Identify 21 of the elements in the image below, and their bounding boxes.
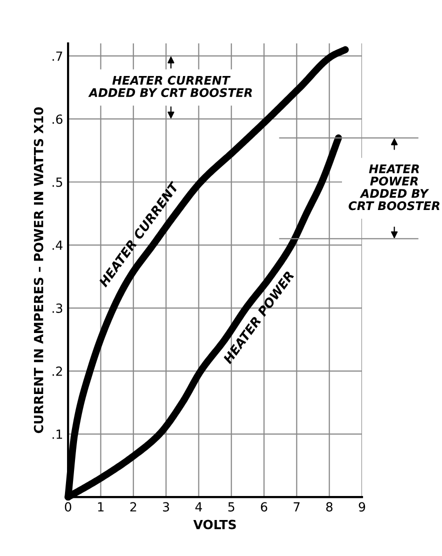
y-tick-label: .3 xyxy=(52,303,62,313)
x-tick-label: 7 xyxy=(294,502,300,512)
x-axis-title: VOLTS xyxy=(193,520,236,530)
y-tick-label: .7 xyxy=(52,52,62,61)
x-tick-label: 5 xyxy=(228,502,234,512)
x-tick-label: 4 xyxy=(195,502,202,512)
y-tick-label: .2 xyxy=(52,366,62,376)
x-tick-label: 2 xyxy=(130,502,136,512)
y-tick-label: .6 xyxy=(52,114,62,124)
annotation: HEATER CURRENT ADDED BY CRT BOOSTER xyxy=(88,76,252,98)
y-tick-label: .5 xyxy=(52,178,62,187)
x-tick-label: 6 xyxy=(260,502,268,512)
x-tick-label: 3 xyxy=(163,502,170,512)
y-axis-title: CURRENT IN AMPERES – POWER IN WATTS X10 xyxy=(34,107,44,434)
x-tick-label: 8 xyxy=(326,502,332,512)
x-tick-label: 9 xyxy=(358,502,366,512)
x-tick-label: 1 xyxy=(98,502,104,512)
annotation: HEATER POWER ADDED BY CRT BOOSTER xyxy=(348,164,440,210)
y-tick-label: .4 xyxy=(52,240,63,250)
x-tick-label: 0 xyxy=(64,502,72,512)
y-tick-label: .1 xyxy=(52,430,62,439)
